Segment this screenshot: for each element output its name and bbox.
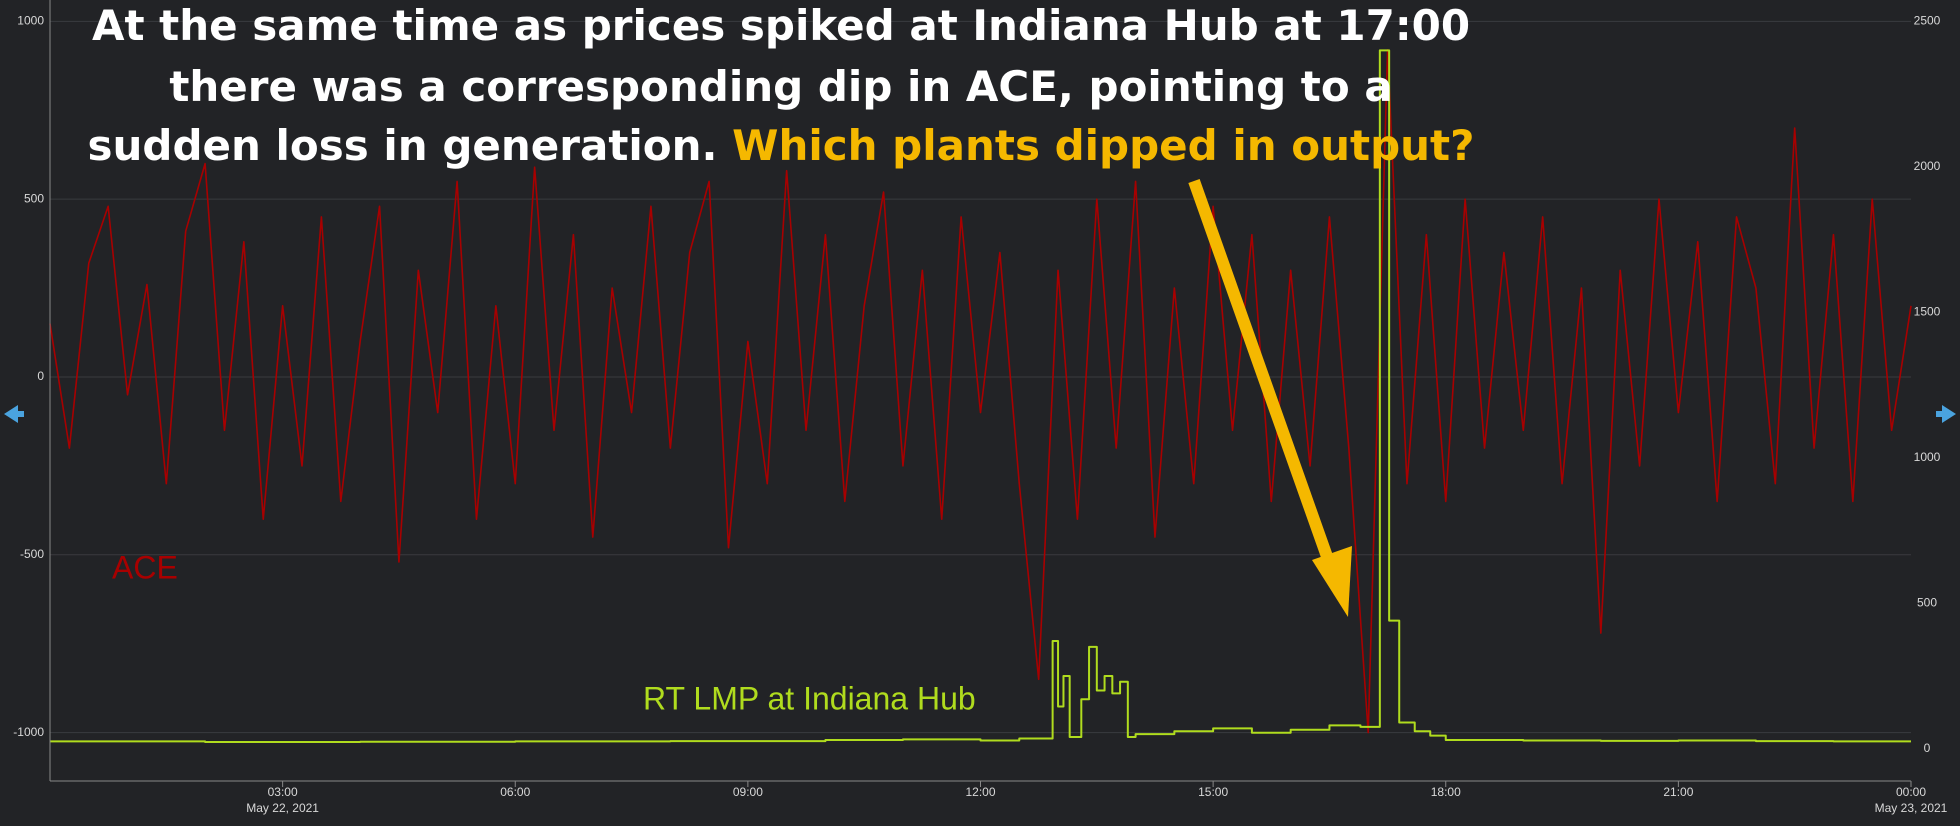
y2-tick-label: 1000 (1914, 450, 1941, 464)
y2-tick-label: 2000 (1914, 159, 1941, 173)
y-tick-label: 0 (37, 369, 44, 383)
x-tick-sublabel: May 23, 2021 (1875, 801, 1948, 815)
y2-tick-label: 500 (1917, 595, 1937, 609)
x-tick-label: 15:00 (1198, 785, 1228, 799)
x-tick-sublabel: May 22, 2021 (246, 801, 319, 815)
annotation-line: At the same time as prices spiked at Ind… (92, 1, 1470, 50)
annotation-highlight: Which plants dipped in output? (732, 121, 1474, 170)
annotation: At the same time as prices spiked at Ind… (88, 1, 1475, 170)
y-tick-label: -1000 (13, 725, 44, 739)
x-tick-label: 12:00 (965, 785, 995, 799)
x-tick-label: 03:00 (268, 785, 298, 799)
series-label: RT LMP at Indiana Hub (643, 680, 976, 716)
x-tick-label: 09:00 (733, 785, 763, 799)
y2-tick-label: 1500 (1914, 304, 1941, 318)
arrow-shaft (1188, 178, 1336, 568)
series-label: ACE (112, 549, 178, 585)
y2-tick-label: 0 (1924, 741, 1931, 755)
arrow (1188, 178, 1352, 617)
annotation-line: there was a corresponding dip in ACE, po… (169, 62, 1392, 111)
grid (50, 20, 1911, 734)
annotation-line: sudden loss in generation. (88, 121, 718, 170)
scroll-right-icon[interactable] (1936, 405, 1956, 423)
x-tick-label: 21:00 (1663, 785, 1693, 799)
y-tick-label: 1000 (17, 14, 44, 28)
y-tick-label: 500 (24, 191, 44, 205)
plot-lines (49, 48, 1912, 744)
x-tick-label: 00:00 (1896, 785, 1926, 799)
annotation-line: sudden loss in generation. Which plants … (88, 121, 1475, 170)
series-line (49, 48, 1912, 734)
y-tick-label: -500 (20, 547, 44, 561)
x-tick-label: 18:00 (1431, 785, 1461, 799)
scroll-left-icon[interactable] (4, 405, 24, 423)
y2-tick-label: 2500 (1914, 13, 1941, 27)
x-tick-label: 06:00 (500, 785, 530, 799)
arrow-head (1312, 546, 1352, 617)
series-line (50, 49, 1911, 744)
